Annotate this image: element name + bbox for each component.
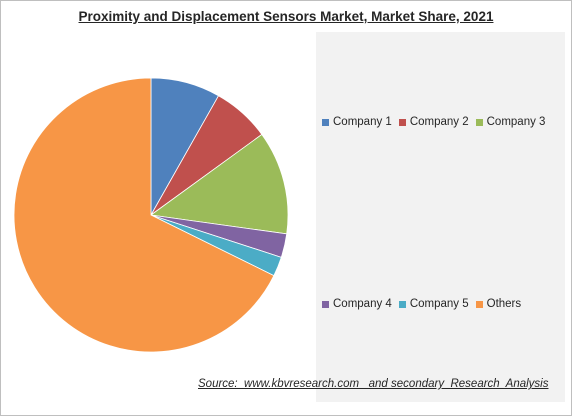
legend-item-company-4: Company 4 bbox=[322, 298, 392, 310]
legend-item-company-3: Company 3 bbox=[475, 116, 546, 128]
chart-title: Proximity and Displacement Sensors Marke… bbox=[78, 9, 494, 24]
legend-label: Company 3 bbox=[486, 116, 546, 128]
pie-slice-others bbox=[13, 77, 275, 353]
legend-label: Company 1 bbox=[333, 116, 392, 128]
legend-swatch bbox=[475, 118, 483, 126]
source-note: Source: www.kbvresearch.com and secondar… bbox=[198, 378, 549, 390]
legend-background bbox=[316, 32, 565, 402]
legend-label: Company 5 bbox=[409, 298, 469, 310]
legend-item-company-5: Company 5 bbox=[398, 298, 469, 310]
pie-slices bbox=[13, 77, 289, 353]
legend-swatch bbox=[398, 118, 406, 126]
legend-row-top: Company 1 Company 2 Company 3 bbox=[322, 116, 552, 128]
legend-swatch bbox=[322, 118, 329, 126]
legend-swatch bbox=[475, 300, 483, 308]
legend-swatch bbox=[398, 300, 406, 308]
legend-item-others: Others bbox=[475, 298, 522, 310]
legend-swatch bbox=[322, 300, 329, 308]
legend-label: Company 4 bbox=[333, 298, 392, 310]
legend-label: Company 2 bbox=[409, 116, 469, 128]
legend-row-bottom: Company 4 Company 5 Others bbox=[322, 298, 528, 310]
legend-label: Others bbox=[486, 298, 522, 310]
legend-item-company-2: Company 2 bbox=[398, 116, 469, 128]
pie-slice-company-3 bbox=[149, 133, 289, 235]
legend-item-company-1: Company 1 bbox=[322, 116, 392, 128]
